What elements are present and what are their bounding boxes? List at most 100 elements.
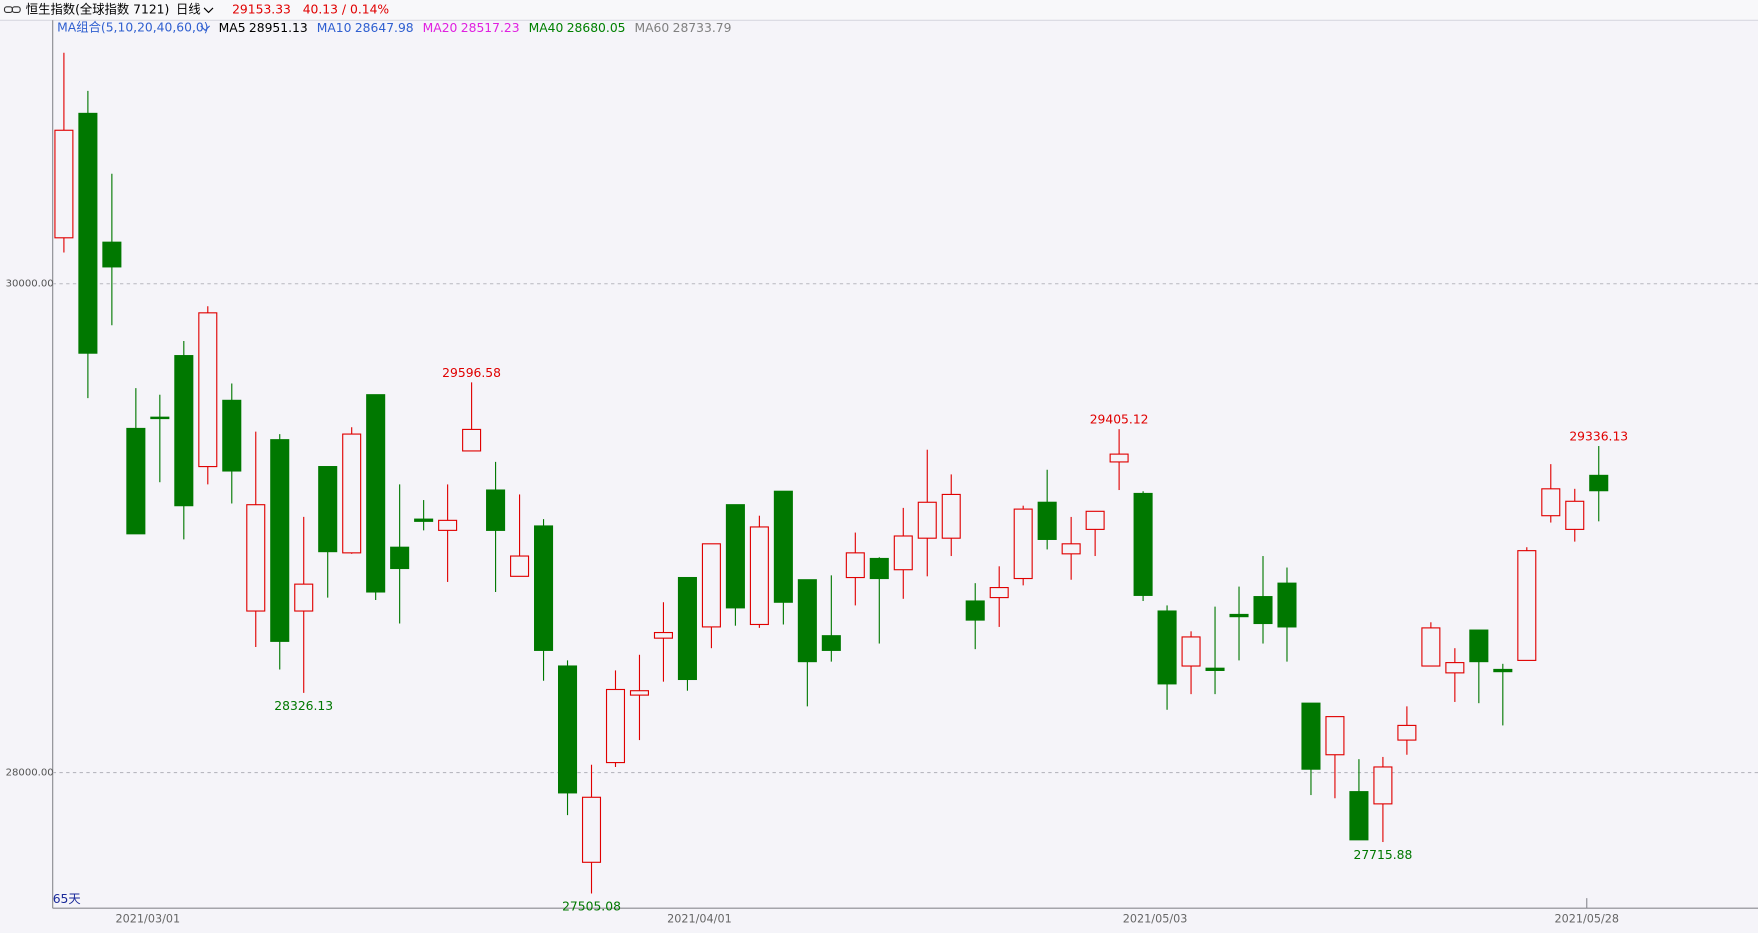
header-bar (0, 0, 1758, 21)
candle-body (869, 557, 889, 580)
candle-body (1565, 500, 1585, 530)
candle-body (821, 635, 841, 651)
x-tick-label: 2021/05/28 (1554, 912, 1619, 925)
candle-body (701, 543, 721, 628)
candle-body (965, 600, 985, 621)
candle-body (845, 552, 865, 579)
candle-body (438, 519, 458, 531)
y-tick-label: 30000.00 (6, 279, 54, 290)
candle-body (1205, 667, 1225, 671)
candle-body (1541, 488, 1561, 517)
candle-body (749, 526, 769, 626)
candle-body (1133, 492, 1153, 596)
ma-name: MA20 (423, 21, 458, 35)
period-chevron[interactable] (203, 7, 214, 14)
candle-body (677, 576, 697, 681)
candle-body (78, 112, 98, 354)
candle-body (989, 587, 1009, 599)
candle-body (1061, 543, 1081, 555)
candle-body (1421, 627, 1441, 667)
candle-body (1397, 724, 1417, 741)
ma-value: 28647.98 (355, 21, 414, 35)
candle-body (773, 490, 793, 603)
candle-body (917, 501, 937, 539)
indicator-chevron[interactable] (200, 25, 211, 32)
candle-body (246, 504, 266, 612)
candle-body (294, 583, 314, 612)
ma-name: MA5 (219, 21, 246, 35)
candle-body (1085, 510, 1105, 530)
candle-body (941, 493, 961, 539)
extreme-label: 29405.12 (1090, 413, 1149, 427)
candle-body (725, 504, 745, 609)
candle-body (462, 428, 482, 452)
candle-body (150, 416, 170, 420)
candle-body (1493, 668, 1513, 673)
last-price: 29153.33 (232, 3, 291, 17)
candle-body (1277, 582, 1297, 628)
y-tick-label: 28000.00 (6, 768, 54, 779)
candle-body (1253, 596, 1273, 625)
candle-body (534, 525, 554, 651)
candle-body (1157, 610, 1177, 685)
candle-body (174, 355, 194, 507)
candle-body (342, 433, 362, 554)
candle-body (102, 241, 122, 268)
candle-body (1013, 508, 1033, 580)
link-icon-right (11, 6, 21, 13)
extreme-label: 29596.58 (442, 366, 501, 380)
instrument-title[interactable]: 恒生指数(全球指数 7121) (26, 2, 170, 17)
ma-value: 28733.79 (673, 21, 732, 35)
count-label: 65天 (53, 892, 81, 906)
candle-body (390, 546, 410, 570)
ma-name: MA40 (529, 21, 564, 35)
candle-body (893, 535, 913, 571)
candle-body (797, 579, 817, 663)
candle-body (557, 665, 578, 794)
ma-value: 28680.05 (567, 21, 626, 35)
x-tick-label: 2021/05/03 (1123, 912, 1188, 925)
candle-body (1325, 716, 1345, 756)
candle-body (54, 129, 74, 239)
candle-body (414, 518, 434, 522)
extreme-label: 29336.13 (1569, 430, 1628, 444)
extreme-label: 27505.08 (562, 900, 621, 914)
ma-value: 28517.23 (461, 21, 520, 35)
indicator-selector[interactable]: MA组合(5,10,20,40,60,0) (57, 20, 208, 35)
candle-body (126, 427, 146, 535)
candle-body (486, 489, 506, 531)
ma-name: MA10 (317, 21, 352, 35)
candle-body (1469, 629, 1489, 663)
candle-body (629, 690, 650, 696)
candle-body (1517, 550, 1537, 661)
candle-body (1589, 474, 1609, 492)
candle-body (1445, 662, 1465, 674)
candle-body (198, 312, 218, 468)
candle-body (605, 688, 626, 764)
link-icon[interactable] (3, 6, 21, 13)
candle-body (1037, 501, 1057, 540)
candle-body (270, 439, 290, 642)
period-selector[interactable]: 日线 (176, 3, 201, 17)
x-tick-label: 2021/03/01 (116, 912, 181, 925)
candle-body (222, 399, 242, 472)
candle-body (653, 631, 673, 639)
price-change: 40.13 / 0.14% (303, 3, 390, 17)
candle-body (1373, 766, 1393, 805)
candle-body (581, 796, 602, 863)
candle-body (366, 394, 386, 593)
candle-body (510, 555, 530, 577)
candle-body (318, 466, 338, 553)
ma-name: MA60 (634, 21, 669, 35)
candle-body (1181, 636, 1201, 667)
ma-legend: MA5 28951.13 MA10 28647.98 MA20 28517.23 MA40 2… (219, 21, 732, 35)
x-tick-label: 2021/04/01 (667, 912, 732, 925)
candle-body (1229, 613, 1249, 618)
ma-value: 28951.13 (249, 21, 308, 35)
candle-body (1349, 791, 1369, 841)
extreme-label: 28326.13 (274, 699, 333, 713)
candle-body (1109, 453, 1129, 463)
